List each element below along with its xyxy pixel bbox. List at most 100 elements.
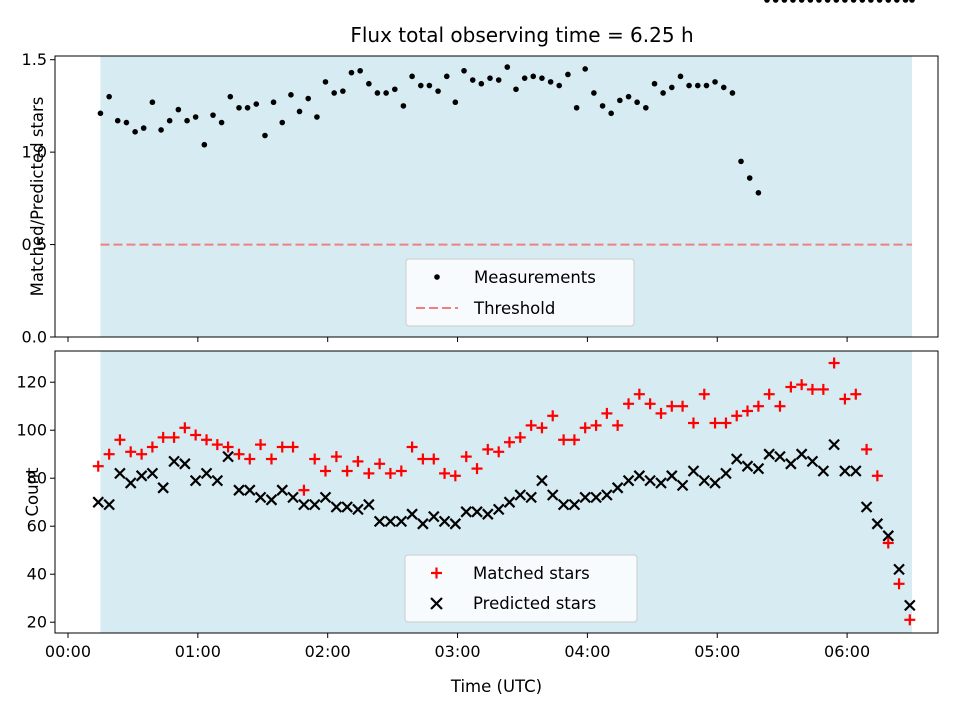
- measurement-point: [539, 75, 545, 81]
- predicted-mark-stroke: [254, 491, 267, 504]
- predicted-mark-stroke: [179, 458, 191, 470]
- predicted-star-point: [179, 458, 191, 470]
- predicted-star-point: [222, 450, 234, 463]
- measurement-point: [746, 175, 753, 181]
- predicted-mark-stroke: [114, 467, 126, 480]
- predicted-mark-stroke: [395, 515, 408, 528]
- matched-star-point: [395, 465, 407, 477]
- matched-star-point: [720, 417, 732, 429]
- predicted-star-point: [860, 501, 873, 513]
- x-tick-label: 01:00: [175, 642, 221, 661]
- measurement-point: [322, 79, 329, 85]
- measurement-point: [357, 67, 363, 74]
- predicted-star-point: [557, 498, 570, 511]
- measurement-point: [772, 0, 779, 3]
- measurement-point: [617, 97, 623, 104]
- matched-star-point: [374, 458, 386, 470]
- measurement-point: [218, 119, 225, 126]
- matched-star-point: [222, 441, 234, 453]
- matched-star-point: [785, 381, 797, 393]
- measurement-point: [608, 110, 614, 117]
- predicted-star-point: [568, 498, 581, 511]
- y-axis-label: Matched/Predicted stars: [28, 97, 47, 297]
- legend-box: [404, 554, 638, 623]
- predicted-star-point: [893, 563, 905, 576]
- measurement-point: [556, 82, 563, 89]
- predicted-mark-stroke: [525, 491, 537, 504]
- predicted-star-point: [644, 474, 656, 487]
- predicted-star-point: [428, 510, 440, 523]
- matched-star-point: [817, 383, 829, 395]
- matched-star-point: [125, 446, 137, 458]
- predicted-star-point: [882, 530, 895, 542]
- measurement-point: [902, 0, 909, 3]
- matched-star-point: [179, 422, 191, 434]
- matched-star-point: [341, 465, 353, 477]
- predicted-star-point: [124, 477, 137, 489]
- predicted-mark-stroke: [363, 498, 375, 511]
- measurement-point: [409, 73, 415, 80]
- matched-star-point: [146, 441, 158, 453]
- predicted-mark-stroke: [384, 515, 397, 528]
- measurement-point: [824, 0, 831, 3]
- matched-star-point: [644, 398, 656, 410]
- x-tick-label: 03:00: [434, 642, 480, 661]
- predicted-mark-stroke: [222, 450, 234, 463]
- matched-star-point: [763, 388, 775, 400]
- matched-star-point: [309, 453, 321, 465]
- matched-star-point: [287, 441, 299, 453]
- measurement-point: [694, 82, 701, 89]
- predicted-mark-stroke: [135, 470, 148, 482]
- measurement-point: [314, 114, 320, 120]
- matched-star-point: [731, 410, 743, 422]
- predicted-mark-stroke: [774, 450, 786, 463]
- predicted-star-point: [363, 498, 375, 511]
- legend-box: [405, 258, 635, 327]
- predicted-mark-stroke: [785, 458, 797, 470]
- predicted-star-point: [611, 482, 624, 494]
- predicted-mark-stroke: [698, 474, 711, 487]
- predicted-star-point: [200, 467, 213, 480]
- measurement-point: [582, 66, 588, 72]
- measurement-point: [469, 77, 476, 83]
- measurement-point: [591, 90, 597, 96]
- predicted-star-point: [687, 465, 700, 477]
- predicted-mark-stroke: [157, 482, 169, 494]
- matched-star-point: [514, 431, 526, 443]
- measurement-point: [703, 82, 710, 89]
- predicted-star-point: [211, 474, 224, 487]
- predicted-star-point: [233, 484, 245, 496]
- y-tick-label: 120: [16, 373, 47, 392]
- predicted-star-point: [655, 477, 667, 489]
- measurement-point: [175, 106, 182, 113]
- predicted-star-point: [622, 474, 635, 487]
- y-tick-label: 20: [27, 613, 47, 632]
- predicted-star-point: [438, 515, 451, 528]
- measurement-point: [807, 0, 814, 3]
- measurement-point: [132, 128, 138, 135]
- matched-star-point: [828, 357, 840, 369]
- axes-frame: [54, 350, 939, 634]
- measurement-point: [253, 101, 260, 107]
- measurement-point: [348, 69, 355, 76]
- predicted-mark-stroke: [406, 508, 418, 520]
- predicted-star-point: [720, 467, 732, 480]
- x-tick-label: 05:00: [694, 642, 740, 661]
- predicted-star-point: [244, 484, 256, 496]
- predicted-star-point: [730, 453, 743, 465]
- predicted-star-point: [763, 448, 775, 460]
- predicted-star-point: [752, 462, 765, 475]
- measurement-point: [651, 80, 658, 87]
- axes-frame: [54, 55, 939, 338]
- predicted-star-point: [546, 489, 559, 501]
- measurement-point: [686, 82, 692, 89]
- measurement-point: [296, 108, 303, 115]
- predicted-mark-stroke: [471, 506, 483, 518]
- measurement-point: [279, 119, 286, 126]
- measurement-point: [400, 103, 407, 109]
- predicted-star-point: [319, 491, 332, 504]
- measurement-point: [842, 0, 848, 3]
- measurement-point: [149, 99, 156, 106]
- predicted-star-point: [265, 494, 278, 506]
- predicted-star-point: [590, 491, 602, 504]
